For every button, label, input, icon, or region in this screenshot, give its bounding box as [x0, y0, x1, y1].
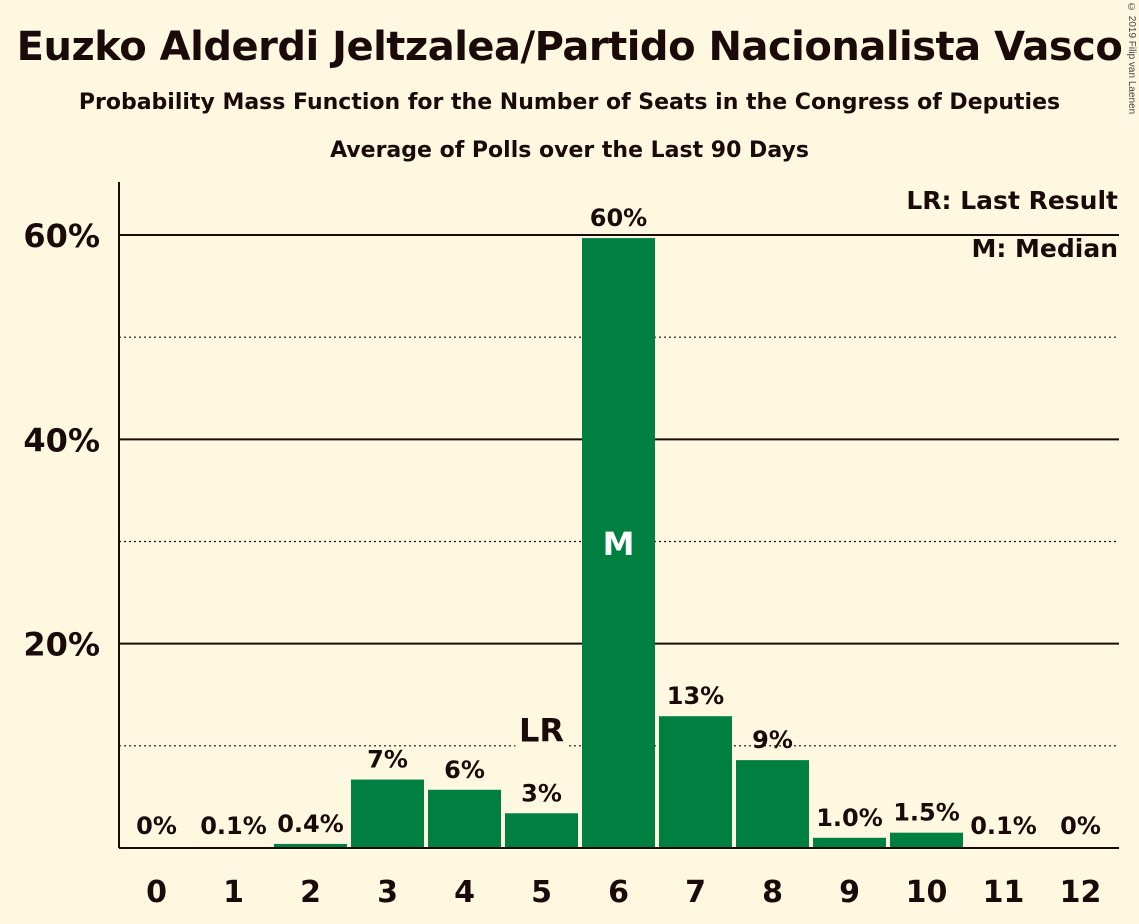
- bar-value-label: 0%: [1060, 812, 1101, 840]
- bar-value-label: 0.4%: [277, 810, 344, 838]
- chart-subtitle: Probability Mass Function for the Number…: [78, 90, 1061, 115]
- x-tick-label: 11: [983, 875, 1025, 910]
- x-tick-label: 6: [608, 875, 629, 910]
- last-result-marker: LR: [519, 711, 564, 749]
- bar-value-label: 60%: [590, 204, 647, 232]
- bar: [736, 760, 809, 848]
- x-tick-label: 2: [300, 875, 321, 910]
- x-tick-label: 12: [1060, 875, 1102, 910]
- x-tick-label: 0: [146, 875, 167, 910]
- bar-value-label: 0.1%: [200, 812, 267, 840]
- legend-entry: LR: Last Result: [906, 186, 1118, 215]
- chart-subtitle-2: Average of Polls over the Last 90 Days: [330, 138, 809, 163]
- bar-value-label: 1.0%: [816, 804, 883, 832]
- y-tick-label: 40%: [23, 421, 100, 459]
- copyright-note: © 2019 Filip van Laenen: [1126, 2, 1137, 115]
- x-tick-label: 4: [454, 875, 475, 910]
- legend: LR: Last Result M: Median: [906, 186, 1118, 263]
- bar-value-label: 9%: [752, 726, 793, 754]
- bar-value-label: 7%: [367, 746, 408, 774]
- x-tick-label: 3: [377, 875, 398, 910]
- bar: [813, 837, 886, 848]
- bar: [582, 238, 655, 848]
- axes: 20%40%60%0 1 2 3 4 5 6 7 8 9 10 11 12: [23, 182, 1119, 910]
- bar-value-label: 1.5%: [893, 799, 960, 827]
- bar: [505, 813, 578, 848]
- bar-value-label: 6%: [444, 756, 485, 784]
- x-tick-label: 8: [762, 875, 783, 910]
- legend-entry: M: Median: [971, 234, 1118, 263]
- chart-title: Euzko Alderdi Jeltzalea/Partido Nacional…: [16, 24, 1123, 70]
- y-tick-label: 20%: [23, 626, 100, 664]
- x-tick-label: 1: [223, 875, 244, 910]
- median-marker: M: [603, 525, 635, 563]
- bars: [197, 238, 1040, 848]
- bar-labels: 0% 0.1% 0.4% 7% 6% 3% 60% 13% 9% 1.0% 1.5% 0.1% 0% LR…: [136, 204, 1101, 840]
- bar-value-label: 3%: [521, 779, 562, 807]
- x-tick-label: 9: [839, 875, 860, 910]
- lr-marker-background: [515, 711, 568, 750]
- x-tick-label: 7: [685, 875, 706, 910]
- bar: [274, 843, 347, 848]
- bar-value-label: 0%: [136, 812, 177, 840]
- bar: [659, 716, 732, 848]
- bar-value-label: 0.1%: [970, 812, 1037, 840]
- x-tick-label: 10: [906, 875, 948, 910]
- bar-value-label: 13%: [667, 682, 724, 710]
- x-tick-label: 5: [531, 875, 552, 910]
- y-tick-label: 60%: [23, 217, 100, 255]
- bar: [351, 779, 424, 848]
- bar: [890, 832, 963, 848]
- bar: [428, 789, 501, 848]
